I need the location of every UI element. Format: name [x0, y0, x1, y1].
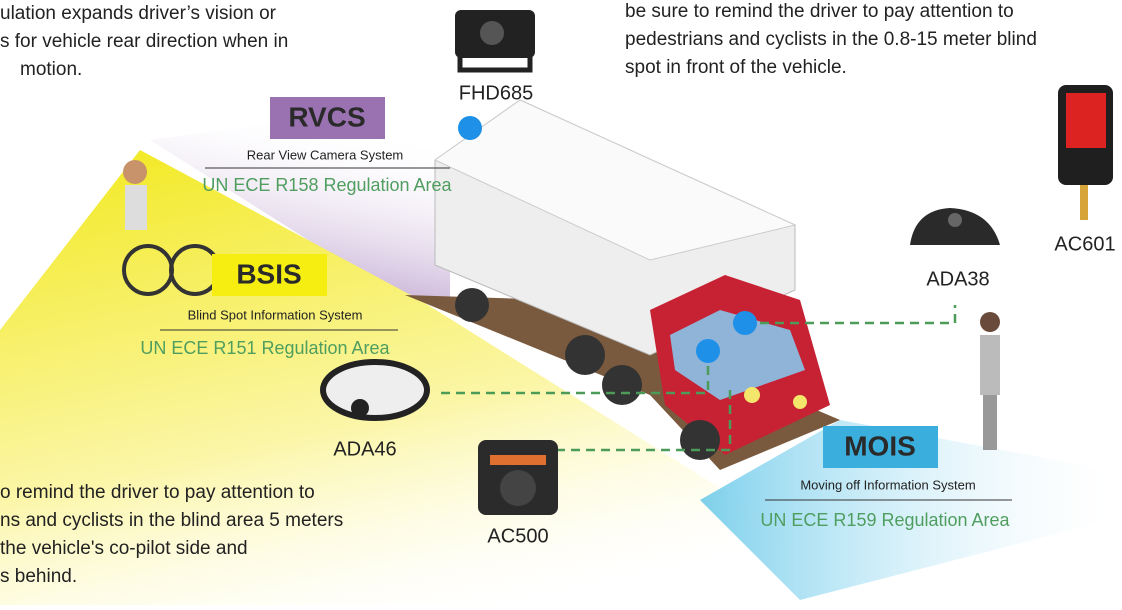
badge: RVCS — [288, 101, 365, 132]
regulation: UN ECE R151 Regulation Area — [140, 338, 390, 358]
intro-text: ulation expands driver’s vision or — [0, 3, 277, 24]
system-name: Blind Spot Information System — [188, 307, 363, 322]
mois-zone — [700, 420, 1110, 600]
camera-dot — [696, 339, 720, 363]
device-label: AC601 — [1054, 233, 1115, 255]
device-label: FHD685 — [459, 82, 533, 104]
intro-text: the vehicle's co-pilot side and — [0, 538, 248, 559]
rvcs-zone — [150, 100, 450, 300]
intro-text: motion. — [20, 59, 82, 80]
system-name: Moving off Information System — [800, 477, 975, 492]
intro-text: s for vehicle rear direction when in — [0, 31, 288, 52]
regulation: UN ECE R158 Regulation Area — [202, 175, 452, 195]
badge-bg — [212, 254, 327, 296]
intro-text: pedestrians and cyclists in the 0.8-15 m… — [625, 29, 1037, 50]
badge-bg — [270, 97, 385, 139]
intro-text: spot in front of the vehicle. — [625, 57, 847, 78]
device-label: ADA46 — [333, 438, 396, 460]
intro-text: o remind the driver to pay attention to — [0, 482, 315, 503]
badge-bg — [823, 426, 938, 468]
truck — [405, 99, 840, 470]
device-label: ADA38 — [926, 268, 989, 290]
badge: MOIS — [844, 430, 916, 461]
camera-dot — [458, 116, 482, 140]
intro-text: s behind. — [0, 566, 77, 587]
intro-text: be sure to remind the driver to pay atte… — [625, 1, 1014, 22]
system-name: Rear View Camera System — [247, 147, 404, 162]
regulation: UN ECE R159 Regulation Area — [760, 510, 1010, 530]
badge: BSIS — [236, 258, 301, 289]
device-icons — [122, 10, 1113, 515]
connector — [535, 390, 732, 452]
device-label: AC500 — [487, 525, 548, 547]
connector — [745, 305, 957, 325]
camera-dot — [733, 311, 757, 335]
intro-text: ns and cyclists in the blind area 5 mete… — [0, 510, 343, 531]
